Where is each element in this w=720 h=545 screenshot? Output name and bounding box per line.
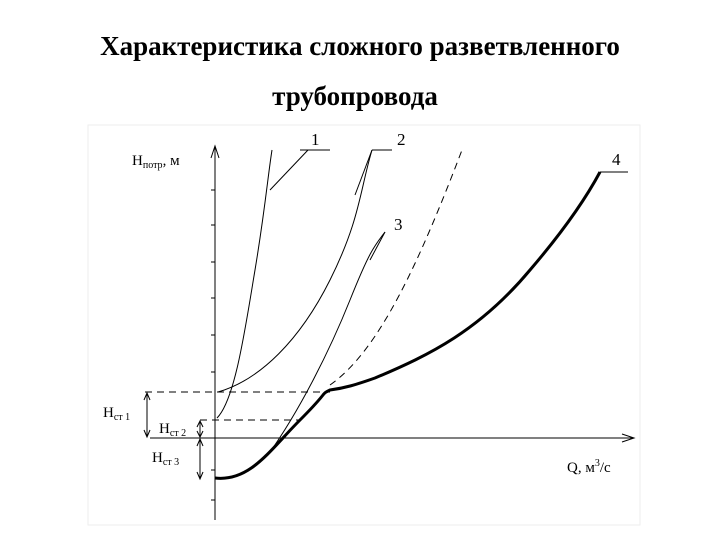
leader [369,231,386,261]
static-head-label: Hст 2 [159,421,186,439]
curve-dashed [329,149,463,386]
curve-label: 2 [397,130,406,149]
symbol: H [159,421,170,437]
superscript: 3 [595,458,600,469]
symbol: H [103,405,114,421]
curve-label: 3 [394,215,403,234]
subscript: ст 2 [170,428,186,439]
symbol: H [152,450,163,466]
static-head-label: Hст 3 [152,450,179,468]
curve-label: 4 [612,150,621,169]
curve-4 [214,171,602,480]
axes [150,144,636,520]
y-axis-label: Hпотр, м [132,153,180,171]
curves [143,149,628,481]
x-axis-label: Q, м3/с [567,458,611,476]
unit: /с [600,460,611,476]
curve-label: 1 [311,130,320,149]
symbol: H [132,153,143,169]
subscript: потр [143,160,163,171]
leader [269,149,309,191]
subscript: ст 3 [163,457,179,468]
static-head-label: Hст 1 [103,405,130,423]
title-line: Характеристика сложного разветвленного [100,31,620,61]
leader [354,149,373,196]
title-line: трубопровода [272,81,438,111]
subscript: ст 1 [114,412,130,423]
diagram-area [87,124,641,526]
symbol: Q, м [567,460,595,476]
curve-3 [267,231,386,456]
curve-1 [216,149,273,419]
curve-2 [217,149,373,393]
unit: , м [163,153,181,169]
